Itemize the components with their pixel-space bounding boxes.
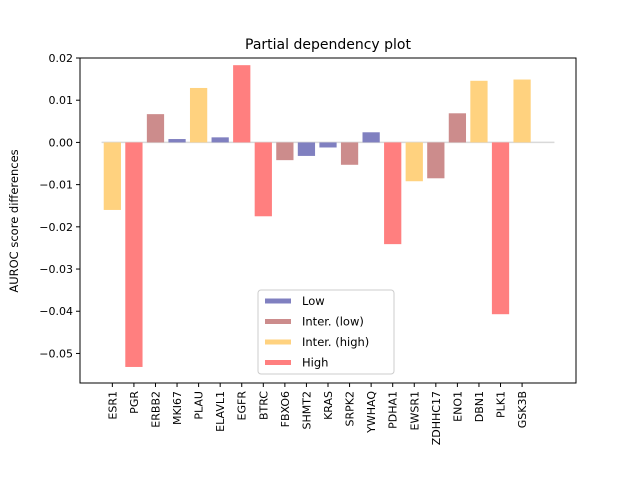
bar-esr1	[103, 142, 121, 210]
x-tick-label: GSK3B	[516, 391, 529, 428]
bar-dbn1	[470, 80, 488, 143]
legend-label: Inter. (low)	[302, 315, 364, 329]
x-tick-label: FBXO6	[279, 391, 292, 427]
legend: Low Inter. (low) Inter. (high) High	[257, 289, 395, 375]
y-tick-label: 0.00	[49, 136, 74, 149]
x-tick-label: ENO1	[451, 391, 464, 422]
y-tick-label: −0.02	[39, 221, 73, 234]
y-tick-label: −0.01	[39, 179, 73, 192]
bar-ewsr1	[405, 142, 423, 182]
bar-ywhaq	[362, 132, 380, 143]
bar-eno1	[448, 113, 467, 143]
x-tick-label: EGFR	[236, 391, 249, 421]
bar-shmt2	[297, 142, 316, 156]
x-tick-label: PDHA1	[387, 391, 400, 429]
bar-kras	[319, 142, 337, 148]
legend-label: Inter. (high)	[302, 335, 369, 349]
chart-title: Partial dependency plot	[245, 37, 411, 53]
x-tick-label: ELAVL1	[214, 391, 227, 432]
bar-gsk3b	[513, 79, 531, 143]
legend-box	[257, 289, 395, 375]
x-tick-label: BTRC	[257, 391, 270, 420]
x-tick-label: YWHAQ	[365, 391, 378, 434]
bar-btrc	[254, 142, 272, 217]
x-tick-label: PLAU	[193, 391, 206, 420]
x-tick-label: MKI67	[171, 391, 184, 425]
y-tick-label: 0.02	[49, 52, 74, 65]
x-tick-label: ZDHHC17	[430, 391, 443, 445]
plot-area: 0.02 0.01 0.00 −0.01 −0.02 −0.03 −0.04 −0.05 ESR…	[39, 52, 577, 445]
x-tick-label: EWSR1	[408, 391, 421, 430]
x-tick-label: ESR1	[106, 391, 119, 420]
bar-pdha1	[384, 142, 402, 245]
x-tick-label: SHMT2	[300, 391, 313, 429]
x-tick-label: ERBB2	[149, 391, 162, 428]
bar-egfr	[233, 65, 251, 143]
bar-srpk2	[340, 142, 359, 165]
bar-pgr	[125, 142, 143, 367]
legend-label: High	[302, 356, 328, 370]
y-axis-label: AUROC score differences	[7, 149, 21, 292]
y-tick-label: 0.01	[49, 94, 74, 107]
bar-fbxo6	[276, 142, 294, 161]
y-tick-label: −0.03	[39, 263, 73, 276]
y-tick-label: −0.05	[39, 347, 73, 360]
legend-label: Low	[302, 294, 325, 308]
x-tick-label: KRAS	[322, 391, 335, 420]
x-tick-label: PLK1	[495, 391, 508, 418]
bar-zdhhc17	[427, 142, 445, 179]
x-tick-label: PGR	[128, 391, 141, 414]
y-tick-label: −0.04	[39, 305, 73, 318]
x-tick-label: SRPK2	[344, 391, 357, 426]
x-tick-label: DBN1	[473, 391, 486, 422]
bar-plk1	[491, 142, 510, 315]
bar-elavl1	[211, 137, 229, 143]
bar-mki67	[168, 139, 186, 143]
bar-plau	[189, 87, 208, 143]
bar-erbb2	[146, 114, 165, 143]
